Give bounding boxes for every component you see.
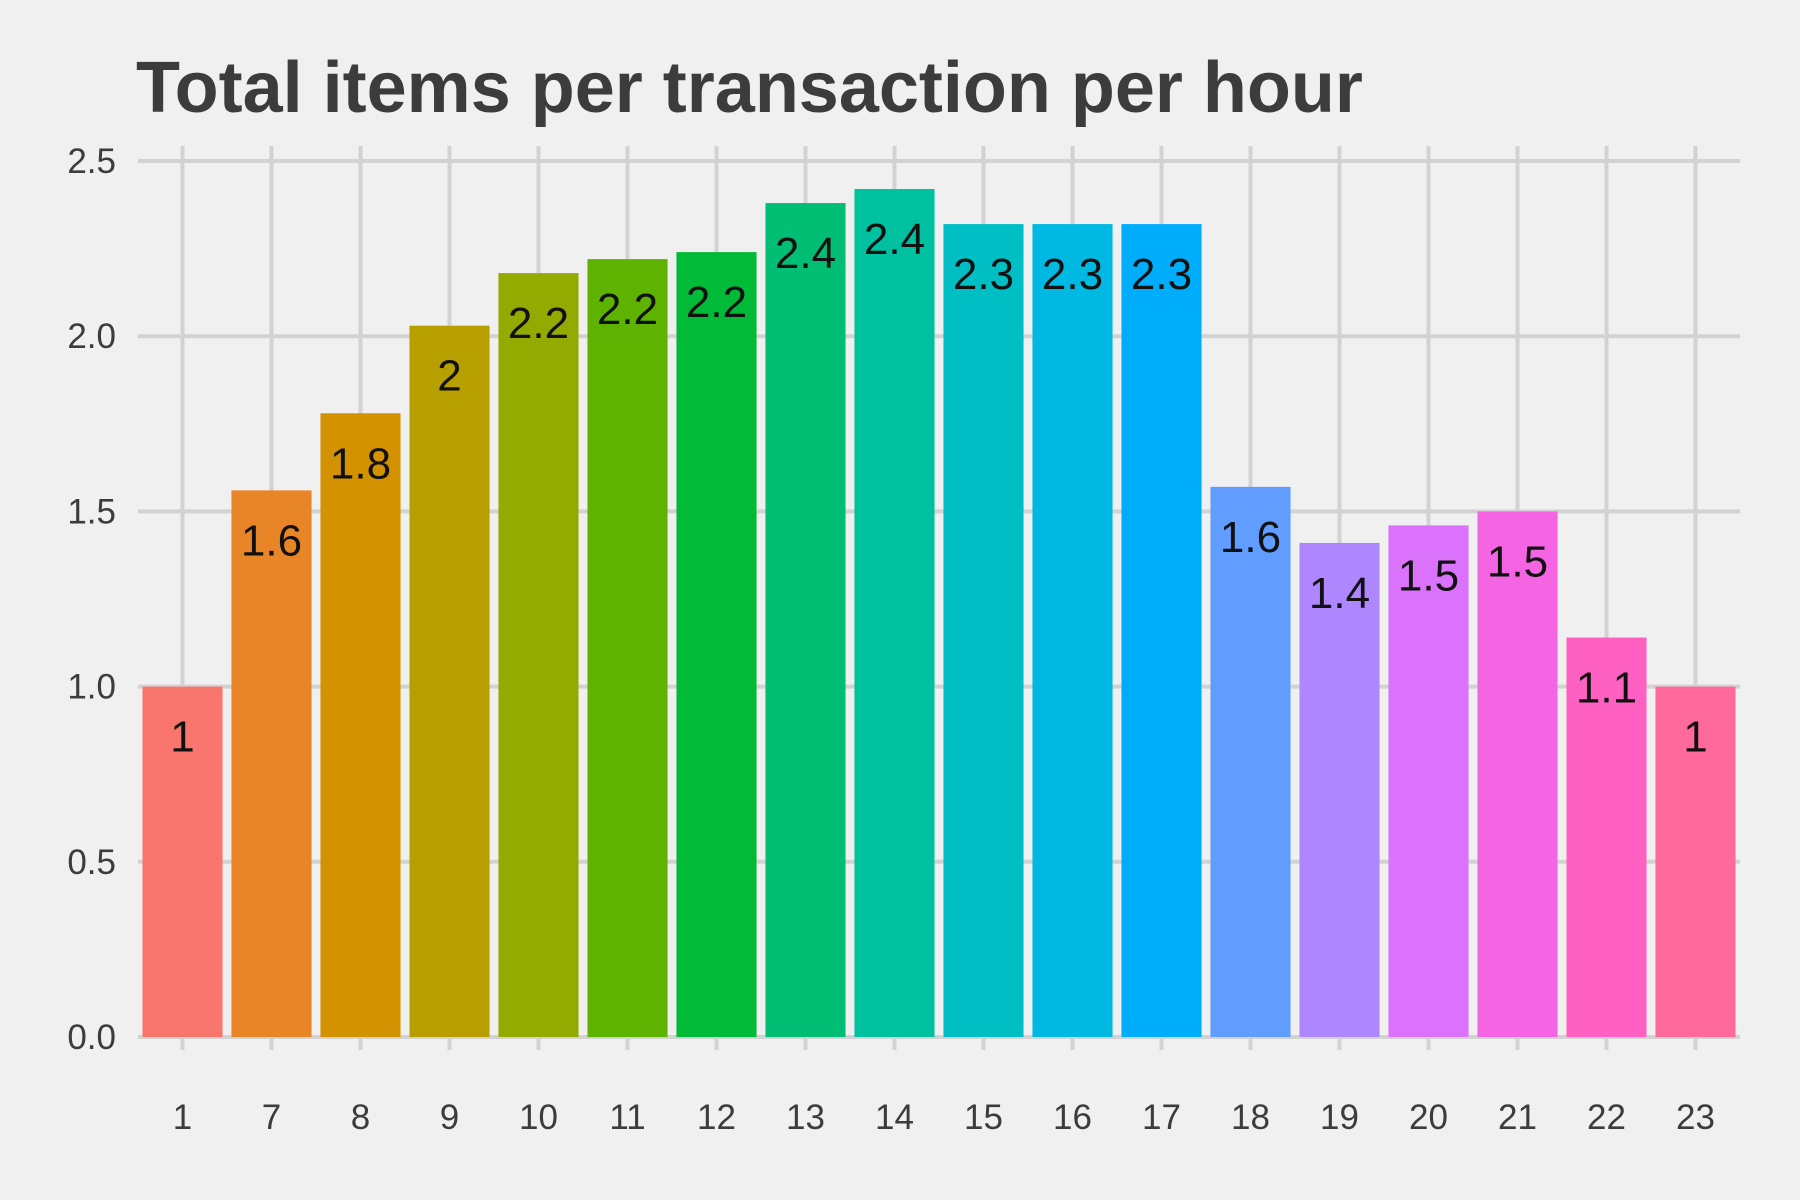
x-tick-label: 7 (262, 1098, 281, 1137)
bar-value-label: 1.8 (330, 439, 391, 488)
bar-value-label: 1.5 (1398, 551, 1459, 600)
bar-value-label: 1.6 (241, 516, 302, 565)
y-tick-label: 2.0 (67, 317, 116, 356)
x-tick-label: 10 (519, 1098, 558, 1137)
x-tick-label: 8 (351, 1098, 370, 1137)
data-labels: 1 1.6 1.8 2 2.2 2.2 2.2 2.4 2.4 2.3 2.3 2.3 1.6 1.4 1.… (170, 215, 1707, 762)
x-tick-label: 15 (964, 1098, 1003, 1137)
bar-value-label: 2.2 (597, 285, 658, 334)
bar (1477, 511, 1558, 1037)
x-tick-label: 18 (1231, 1098, 1270, 1137)
bar-value-label: 2.4 (864, 215, 925, 264)
x-axis-ticks: 1 7 8 9 10 11 12 13 14 15 16 17 18 19 20 21 22 23 (173, 1098, 1715, 1137)
bar-value-label: 2.3 (1131, 250, 1192, 299)
bar (587, 259, 668, 1037)
y-tick-label: 1.5 (67, 492, 116, 531)
x-tick-label: 23 (1676, 1098, 1715, 1137)
x-tick-label: 1 (173, 1098, 192, 1137)
bar-value-label: 2.3 (953, 250, 1014, 299)
bar (320, 413, 401, 1038)
bar-value-label: 1.4 (1309, 569, 1370, 618)
bar-value-label: 2.4 (775, 229, 836, 278)
bar-value-label: 1.5 (1487, 537, 1548, 586)
y-tick-label: 0.0 (67, 1018, 116, 1057)
bar-value-label: 2.3 (1042, 250, 1103, 299)
bar-value-label: 2.2 (508, 299, 569, 348)
x-tick-label: 13 (786, 1098, 825, 1137)
bar (854, 189, 935, 1038)
x-tick-label: 9 (440, 1098, 459, 1137)
bars (142, 189, 1736, 1038)
x-tick-label: 22 (1587, 1098, 1626, 1137)
bar (1655, 686, 1736, 1037)
bar (1566, 637, 1647, 1037)
bar (409, 325, 490, 1037)
bar-value-label: 1.6 (1220, 513, 1281, 562)
bar (231, 490, 312, 1038)
bar (765, 203, 846, 1038)
x-tick-label: 20 (1409, 1098, 1448, 1137)
bar (1210, 486, 1291, 1037)
x-tick-label: 21 (1498, 1098, 1537, 1137)
x-tick-label: 16 (1053, 1098, 1092, 1137)
bar-value-label: 1.1 (1576, 664, 1637, 713)
x-tick-label: 17 (1142, 1098, 1181, 1137)
bar (943, 224, 1024, 1037)
bar (1299, 542, 1380, 1037)
bar-value-label: 1 (1683, 713, 1707, 762)
x-tick-label: 19 (1320, 1098, 1359, 1137)
bar-value-label: 2 (437, 352, 461, 401)
bar (1032, 224, 1113, 1037)
bar (498, 273, 579, 1037)
x-tick-label: 14 (875, 1098, 914, 1137)
chart-title: Total items per transaction per hour (136, 48, 1363, 128)
bar-value-label: 1 (170, 713, 194, 762)
bar (142, 686, 223, 1037)
x-tick-label: 11 (609, 1098, 645, 1137)
bar-value-label: 2.2 (686, 278, 747, 327)
bar (676, 252, 757, 1037)
y-tick-label: 0.5 (67, 843, 116, 882)
y-tick-label: 1.0 (67, 668, 116, 707)
y-tick-label: 2.5 (67, 142, 116, 181)
x-tick-label: 12 (697, 1098, 736, 1137)
bar (1121, 224, 1202, 1037)
bar (1388, 525, 1469, 1037)
y-axis-ticks: 0.0 0.5 1.0 1.5 2.0 2.5 (67, 142, 116, 1057)
